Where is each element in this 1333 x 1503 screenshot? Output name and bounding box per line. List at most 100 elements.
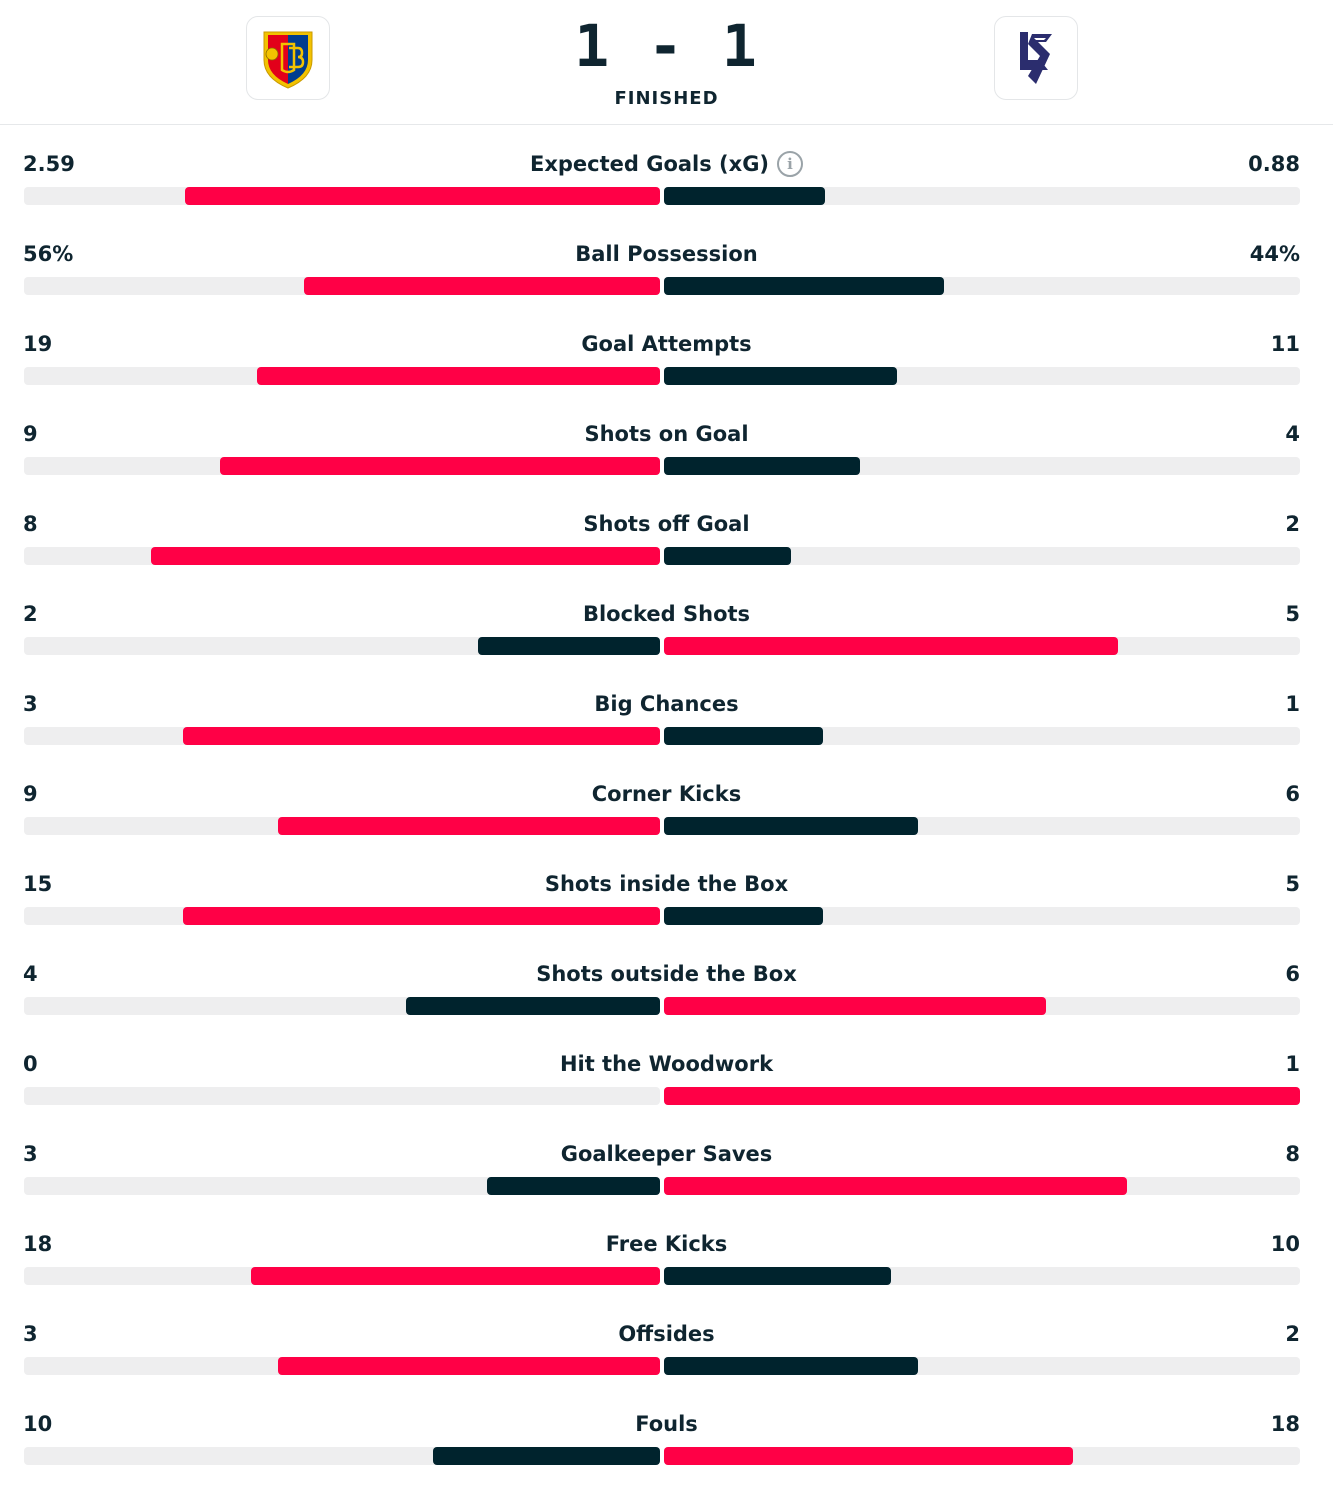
home-bar-fill (257, 367, 660, 385)
away-bar-track (664, 1177, 1300, 1195)
away-bar-track (664, 1267, 1300, 1285)
home-bar-fill (406, 997, 660, 1015)
home-bar-track (24, 907, 660, 925)
away-bar-fill (664, 1087, 1300, 1105)
home-bar-fill (185, 187, 660, 205)
stat-label: Free Kicks (605, 1232, 728, 1256)
away-bar-fill (664, 727, 823, 745)
stat-label: Big Chances (594, 692, 739, 716)
fcb-crest-icon (263, 31, 313, 89)
stat-label-wrap: Big Chances (0, 689, 1333, 719)
stat-label-wrap: Shots off Goal (0, 509, 1333, 539)
stat-away-value: 0.88 (1248, 152, 1300, 176)
stat-label-inner: Goal Attempts (581, 329, 751, 359)
stat-away-value: 6 (1285, 962, 1300, 986)
stat-row: 19 Goal Attempts 11 (0, 305, 1333, 395)
home-bar-track (24, 547, 660, 565)
stat-row: 18 Free Kicks 10 (0, 1205, 1333, 1295)
stat-label-inner: Shots on Goal (584, 419, 748, 449)
stat-label-inner: Free Kicks (606, 1229, 728, 1259)
away-bar-fill (664, 1447, 1073, 1465)
stat-home-value: 56% (23, 242, 74, 266)
home-bar-fill (278, 1357, 660, 1375)
home-bar-track (24, 277, 660, 295)
stat-label-wrap: Offsides (0, 1319, 1333, 1349)
stat-away-value: 6 (1285, 782, 1300, 806)
stat-label-inner: Corner Kicks (592, 779, 741, 809)
stat-home-value: 18 (23, 1232, 53, 1256)
home-bar-fill (278, 817, 660, 835)
away-team-logo[interactable] (994, 16, 1078, 100)
stat-label: Offsides (618, 1322, 715, 1346)
stat-label: Hit the Woodwork (559, 1052, 774, 1076)
stat-label-inner: Shots inside the Box (545, 869, 788, 899)
stat-label-wrap: Blocked Shots (0, 599, 1333, 629)
stat-home-value: 9 (23, 422, 38, 446)
away-bar-track (664, 547, 1300, 565)
away-bar-track (664, 727, 1300, 745)
home-bar-track (24, 457, 660, 475)
home-bar-fill (183, 727, 660, 745)
away-bar-track (664, 997, 1300, 1015)
away-bar-track (664, 187, 1300, 205)
info-icon[interactable]: i (777, 151, 804, 177)
stat-row: 3 Offsides 2 (0, 1295, 1333, 1385)
home-bar-track (24, 1087, 660, 1105)
stat-label: Blocked Shots (582, 602, 751, 626)
stat-label-wrap: Goal Attempts (0, 329, 1333, 359)
stat-home-value: 10 (23, 1412, 53, 1436)
stat-home-value: 3 (23, 1142, 38, 1166)
stat-home-value: 8 (23, 512, 38, 536)
stat-away-value: 44% (1249, 242, 1300, 266)
home-bar-track (24, 817, 660, 835)
home-bar-track (24, 1447, 660, 1465)
stat-label: Shots off Goal (583, 512, 750, 536)
stat-label: Shots outside the Box (536, 962, 797, 986)
stat-home-value: 15 (23, 872, 53, 896)
stat-label-wrap: Shots outside the Box (0, 959, 1333, 989)
home-bar-track (24, 1177, 660, 1195)
away-bar-fill (664, 817, 918, 835)
stat-label-inner: Ball Possession (575, 239, 758, 269)
stat-label-wrap: Goalkeeper Saves (0, 1139, 1333, 1169)
lausanne-crest-icon (1020, 32, 1052, 84)
home-team-logo[interactable] (246, 16, 330, 100)
home-bar-fill (304, 277, 660, 295)
away-bar-track (664, 277, 1300, 295)
stat-away-value: 11 (1270, 332, 1300, 356)
stat-label-inner: Goalkeeper Saves (561, 1139, 773, 1169)
away-bar-track (664, 817, 1300, 835)
stat-home-value: 3 (23, 1322, 38, 1346)
away-bar-track (664, 637, 1300, 655)
stat-home-value: 9 (23, 782, 38, 806)
stat-home-value: 2.59 (23, 152, 75, 176)
stat-label-inner: Fouls (635, 1409, 698, 1439)
stat-row: 0 Hit the Woodwork 1 (0, 1025, 1333, 1115)
stat-home-value: 2 (23, 602, 38, 626)
stat-label: Fouls (635, 1412, 698, 1436)
home-bar-track (24, 727, 660, 745)
home-bar-fill (487, 1177, 660, 1195)
away-bar-track (664, 367, 1300, 385)
stat-label: Ball Possession (575, 242, 758, 266)
away-bar-fill (664, 367, 897, 385)
stat-label: Shots on Goal (584, 422, 749, 446)
stat-label-wrap: Free Kicks (0, 1229, 1333, 1259)
stat-label-wrap: Corner Kicks (0, 779, 1333, 809)
away-bar-track (664, 1087, 1300, 1105)
stat-away-value: 10 (1270, 1232, 1300, 1256)
stat-row: 2.59 Expected Goals (xG) i 0.88 (0, 125, 1333, 215)
away-bar-fill (664, 637, 1118, 655)
away-bar-track (664, 1357, 1300, 1375)
stat-row: 3 Goalkeeper Saves 8 (0, 1115, 1333, 1205)
stat-home-value: 4 (23, 962, 38, 986)
away-bar-track (664, 457, 1300, 475)
stat-away-value: 8 (1285, 1142, 1300, 1166)
stat-away-value: 5 (1285, 872, 1300, 896)
stat-label-wrap: Expected Goals (xG) i (0, 149, 1333, 179)
away-bar-track (664, 1447, 1300, 1465)
away-bar-fill (664, 457, 860, 475)
away-bar-fill (664, 1267, 891, 1285)
stat-label-inner: Offsides (618, 1319, 714, 1349)
stat-label-wrap: Shots on Goal (0, 419, 1333, 449)
